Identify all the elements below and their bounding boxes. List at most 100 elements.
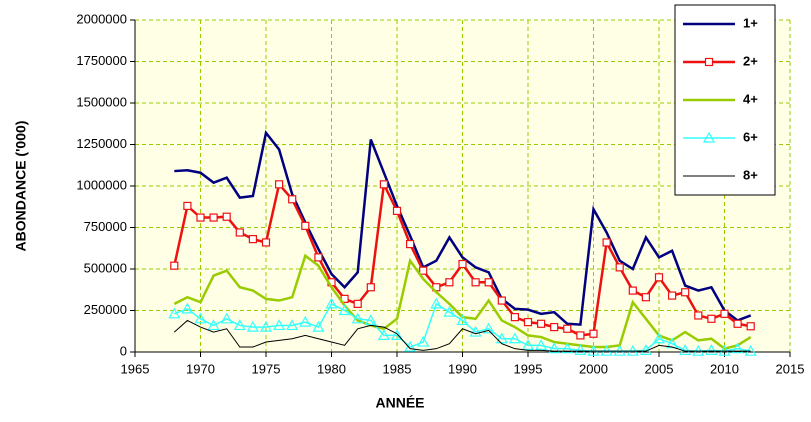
- marker: [602, 238, 611, 247]
- marker: [314, 253, 323, 262]
- marker: [654, 273, 664, 282]
- marker: [702, 131, 716, 143]
- x-axis-label: ANNÉE: [375, 395, 424, 411]
- marker: [733, 319, 742, 328]
- x-tick-label: 1990: [448, 361, 477, 376]
- marker: [209, 213, 218, 222]
- marker: [574, 344, 587, 355]
- marker: [731, 342, 744, 354]
- y-tick-label: 250000: [84, 302, 127, 317]
- marker: [181, 302, 194, 314]
- x-tick-label: 1975: [252, 361, 281, 376]
- y-tick-label: 500000: [84, 260, 127, 275]
- x-tick-label: 2005: [645, 361, 674, 376]
- y-tick-label: 1000000: [76, 177, 127, 192]
- legend-label: 2+: [743, 53, 758, 68]
- x-tick-label: 1995: [514, 361, 543, 376]
- y-axis-label: ABONDANCE ('000): [13, 121, 29, 252]
- marker: [667, 291, 677, 300]
- x-tick-label: 1985: [383, 361, 412, 376]
- x-tick-label: 1965: [121, 361, 150, 376]
- marker: [484, 278, 493, 287]
- marker: [379, 180, 388, 189]
- series-line: [173, 319, 751, 352]
- marker: [273, 319, 286, 331]
- marker: [275, 180, 284, 189]
- marker: [366, 283, 375, 292]
- marker: [510, 313, 519, 322]
- marker: [430, 297, 443, 309]
- marker: [194, 312, 207, 324]
- marker: [220, 312, 233, 324]
- x-tick-label: 1970: [186, 361, 215, 376]
- marker: [469, 325, 482, 337]
- marker: [548, 342, 561, 354]
- marker: [746, 322, 755, 331]
- marker: [536, 319, 546, 328]
- marker: [170, 261, 179, 270]
- x-tick-label: 2010: [710, 361, 739, 376]
- marker: [666, 337, 679, 349]
- legend-label: 6+: [743, 129, 758, 144]
- marker: [233, 319, 246, 331]
- marker: [615, 263, 624, 272]
- marker: [495, 332, 508, 344]
- marker: [508, 332, 521, 344]
- marker: [312, 320, 325, 332]
- x-tick-label: 2015: [776, 361, 805, 376]
- marker: [222, 212, 231, 221]
- marker: [246, 320, 259, 332]
- y-tick-label: 1750000: [76, 53, 127, 68]
- y-tick-label: 1250000: [76, 136, 127, 151]
- marker: [364, 314, 377, 326]
- marker: [641, 293, 651, 302]
- marker: [705, 344, 718, 355]
- marker: [589, 329, 598, 338]
- marker: [681, 288, 690, 297]
- marker: [196, 213, 205, 222]
- marker: [259, 320, 273, 332]
- series-line: [174, 130, 752, 326]
- marker: [183, 201, 192, 211]
- x-tick-label: 1980: [317, 361, 346, 376]
- marker: [299, 315, 312, 327]
- marker: [377, 329, 390, 340]
- marker: [301, 221, 310, 230]
- marker: [353, 299, 362, 308]
- marker: [235, 228, 244, 237]
- marker: [443, 305, 456, 317]
- marker: [445, 278, 454, 287]
- marker: [563, 324, 572, 333]
- marker: [521, 339, 535, 350]
- marker: [417, 335, 430, 347]
- marker: [338, 304, 351, 316]
- marker: [288, 195, 297, 204]
- marker: [720, 309, 729, 318]
- x-tick-label: 2000: [579, 361, 608, 376]
- marker: [652, 332, 666, 344]
- marker: [458, 259, 467, 269]
- marker: [456, 314, 469, 326]
- y-tick-label: 1500000: [76, 94, 127, 109]
- marker: [248, 235, 257, 244]
- marker: [707, 314, 716, 323]
- y-tick-label: 2000000: [76, 11, 127, 26]
- marker: [523, 318, 533, 327]
- marker: [471, 278, 480, 287]
- marker: [419, 266, 428, 275]
- legend-label: 8+: [743, 167, 758, 182]
- marker: [390, 329, 404, 340]
- legend-label: 1+: [743, 15, 758, 30]
- marker: [261, 238, 271, 247]
- y-tick-label: 750000: [84, 219, 127, 234]
- marker: [535, 339, 548, 350]
- marker: [207, 319, 220, 331]
- legend-label: 4+: [743, 91, 758, 106]
- series-line: [173, 253, 752, 351]
- marker: [550, 323, 559, 332]
- marker: [679, 344, 692, 355]
- marker: [694, 311, 703, 320]
- marker: [392, 206, 402, 215]
- marker: [406, 240, 415, 249]
- marker: [628, 286, 637, 295]
